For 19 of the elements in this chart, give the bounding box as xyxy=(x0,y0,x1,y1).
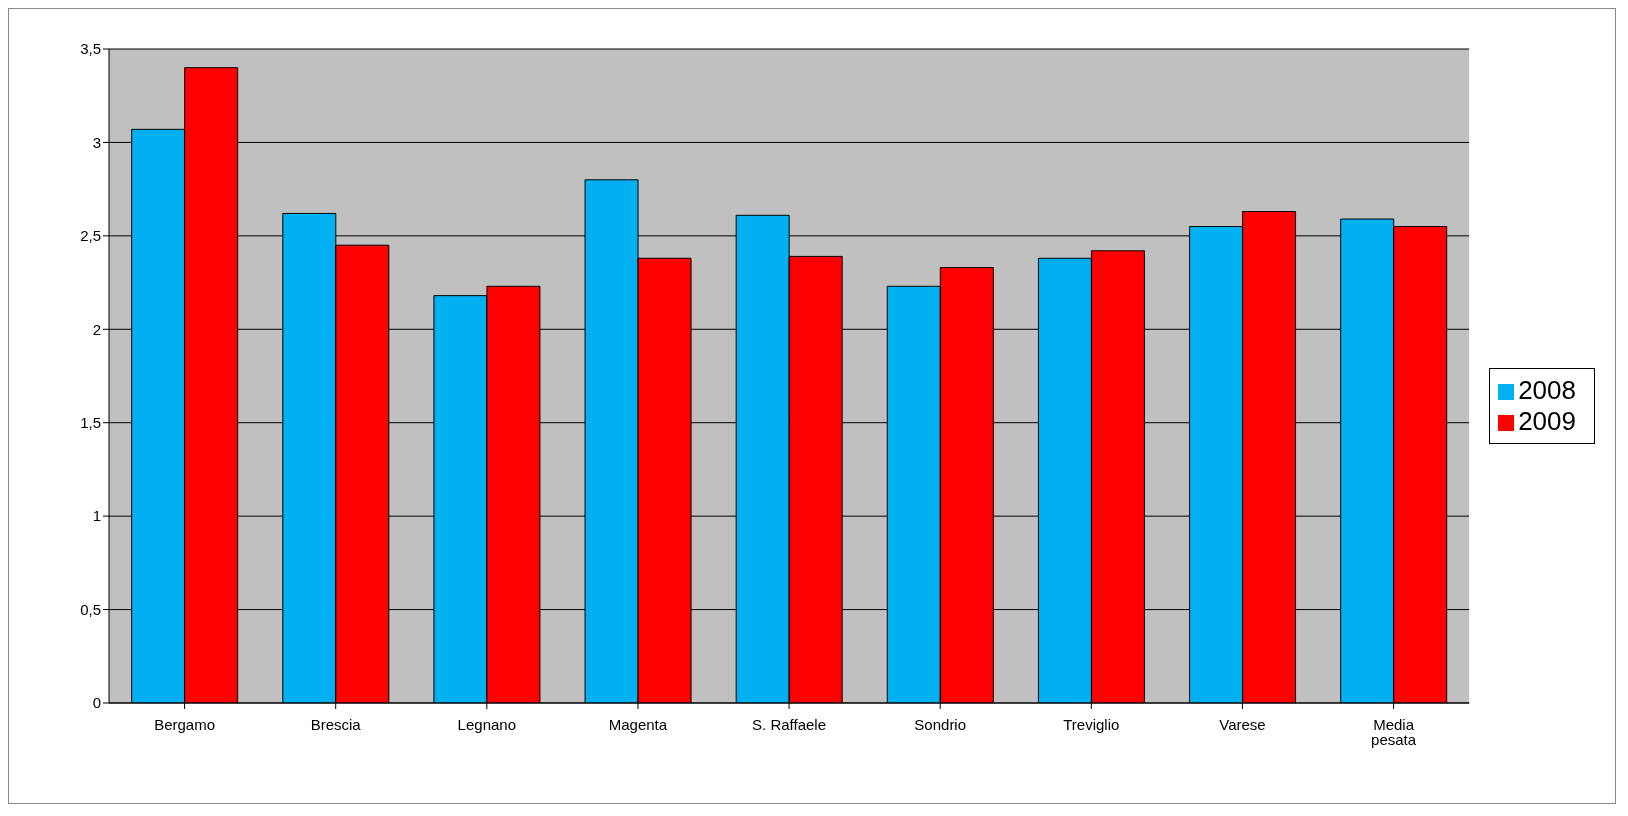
y-tick-label: 1,5 xyxy=(80,414,101,432)
y-tick-label: 3 xyxy=(92,133,101,151)
x-tick-label: S. Raffaele xyxy=(752,715,827,733)
x-tick-label: Media pesata xyxy=(1371,715,1417,748)
x-tick-label: Brescia xyxy=(310,715,362,733)
y-tick-label: 1 xyxy=(92,507,101,525)
x-tick-label: Sondrio xyxy=(914,715,967,733)
x-tick-label: Bergamo xyxy=(154,715,215,733)
x-tick-label: Magenta xyxy=(608,715,668,733)
y-tick-label: 0,5 xyxy=(80,600,101,618)
y-tick-label: 3,5 xyxy=(80,40,101,58)
x-tick-label: Legnano xyxy=(457,715,517,733)
legend-label: 2009 xyxy=(1518,406,1576,436)
y-tick-label: 2,5 xyxy=(80,227,101,245)
y-tick-label: 0 xyxy=(92,694,101,712)
legend-label: 2008 xyxy=(1518,375,1576,405)
x-tick-label: Varese xyxy=(1219,715,1266,733)
y-tick-label: 2 xyxy=(92,320,101,338)
x-tick-label: Treviglio xyxy=(1063,715,1120,733)
